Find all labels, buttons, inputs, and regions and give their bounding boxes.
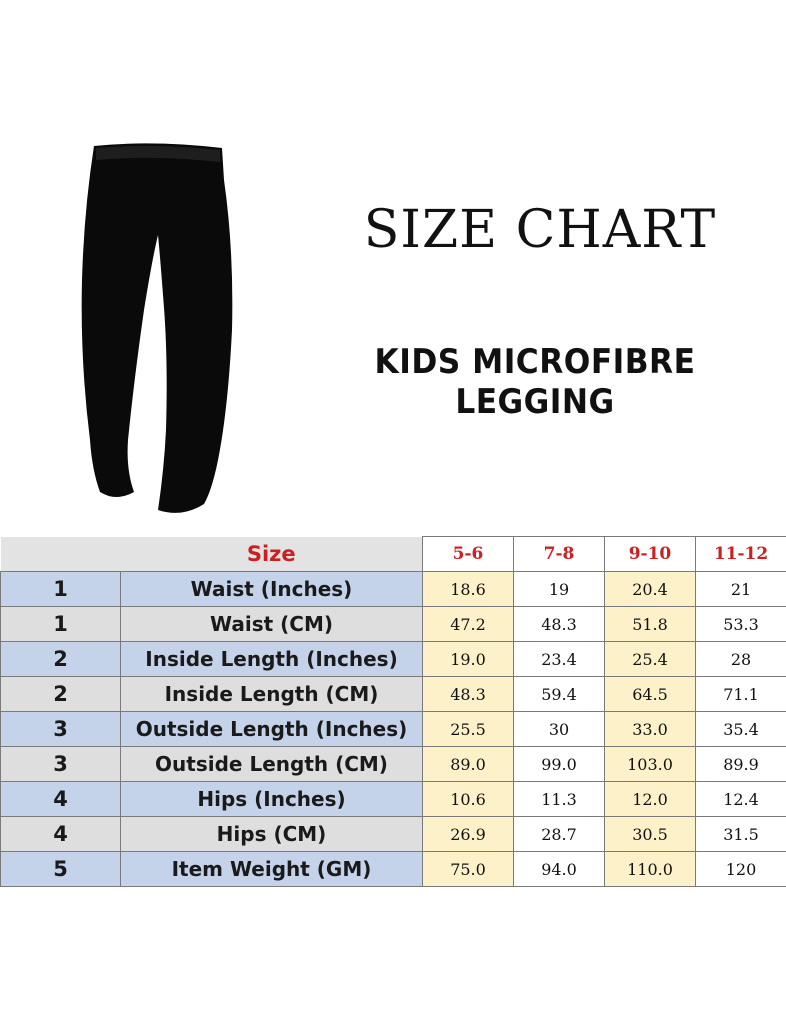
table-row: 1 Waist (CM) 47.2 48.3 51.8 53.3 bbox=[0, 606, 786, 642]
table-cell: 12.0 bbox=[604, 781, 696, 817]
row-label: Inside Length (Inches) bbox=[120, 641, 423, 677]
table-row: 3 Outside Length (Inches) 25.5 30 33.0 3… bbox=[0, 711, 786, 747]
table-cell: 26.9 bbox=[422, 816, 514, 852]
row-number: 4 bbox=[0, 816, 121, 852]
table-cell: 20.4 bbox=[604, 571, 696, 607]
table-cell: 64.5 bbox=[604, 676, 696, 712]
row-label: Hips (Inches) bbox=[120, 781, 423, 817]
table-cell: 19 bbox=[513, 571, 605, 607]
row-label: Waist (Inches) bbox=[120, 571, 423, 607]
table-row: 3 Outside Length (CM) 89.0 99.0 103.0 89… bbox=[0, 746, 786, 782]
row-label: Item Weight (GM) bbox=[120, 851, 423, 887]
table-cell: 59.4 bbox=[513, 676, 605, 712]
leggings-image bbox=[81, 143, 233, 513]
table-cell: 71.1 bbox=[695, 676, 786, 712]
table-cell: 12.4 bbox=[695, 781, 786, 817]
leggings-icon bbox=[81, 143, 233, 513]
size-header: Size bbox=[120, 536, 423, 572]
page-subtitle: KIDS MICROFIBRE LEGGING bbox=[374, 342, 696, 422]
row-number: 2 bbox=[0, 676, 121, 712]
table-row: 4 Hips (CM) 26.9 28.7 30.5 31.5 bbox=[0, 816, 786, 852]
table-cell: 28 bbox=[695, 641, 786, 677]
table-cell: 48.3 bbox=[513, 606, 605, 642]
row-number: 1 bbox=[0, 571, 121, 607]
table-header-row: Size 5-6 7-8 9-10 11-12 bbox=[0, 536, 786, 572]
table-row: 1 Waist (Inches) 18.6 19 20.4 21 bbox=[0, 571, 786, 607]
row-label: Waist (CM) bbox=[120, 606, 423, 642]
size-column-header: 7-8 bbox=[513, 536, 605, 572]
row-number: 2 bbox=[0, 641, 121, 677]
table-cell: 103.0 bbox=[604, 746, 696, 782]
table-cell: 19.0 bbox=[422, 641, 514, 677]
table-cell: 33.0 bbox=[604, 711, 696, 747]
table-cell: 89.9 bbox=[695, 746, 786, 782]
table-cell: 51.8 bbox=[604, 606, 696, 642]
table-row: 5 Item Weight (GM) 75.0 94.0 110.0 120 bbox=[0, 851, 786, 887]
table-cell: 31.5 bbox=[695, 816, 786, 852]
row-label: Outside Length (CM) bbox=[120, 746, 423, 782]
table-cell: 120 bbox=[695, 851, 786, 887]
table-cell: 53.3 bbox=[695, 606, 786, 642]
size-chart-table: Size 5-6 7-8 9-10 11-12 1 Waist (Inches)… bbox=[0, 536, 786, 887]
row-label: Outside Length (Inches) bbox=[120, 711, 423, 747]
table-cell: 99.0 bbox=[513, 746, 605, 782]
table-cell: 110.0 bbox=[604, 851, 696, 887]
table-cell: 47.2 bbox=[422, 606, 514, 642]
table-row: 4 Hips (Inches) 10.6 11.3 12.0 12.4 bbox=[0, 781, 786, 817]
size-column-header: 9-10 bbox=[604, 536, 696, 572]
row-number: 3 bbox=[0, 746, 121, 782]
table-cell: 23.4 bbox=[513, 641, 605, 677]
row-number: 4 bbox=[0, 781, 121, 817]
table-cell: 75.0 bbox=[422, 851, 514, 887]
size-column-header: 11-12 bbox=[695, 536, 786, 572]
table-row: 2 Inside Length (CM) 48.3 59.4 64.5 71.1 bbox=[0, 676, 786, 712]
table-row: 2 Inside Length (Inches) 19.0 23.4 25.4 … bbox=[0, 641, 786, 677]
row-label: Hips (CM) bbox=[120, 816, 423, 852]
table-cell: 25.5 bbox=[422, 711, 514, 747]
table-cell: 10.6 bbox=[422, 781, 514, 817]
table-cell: 30 bbox=[513, 711, 605, 747]
table-cell: 28.7 bbox=[513, 816, 605, 852]
table-cell: 21 bbox=[695, 571, 786, 607]
row-number: 1 bbox=[0, 606, 121, 642]
header-spacer bbox=[0, 536, 121, 572]
table-cell: 35.4 bbox=[695, 711, 786, 747]
table-cell: 48.3 bbox=[422, 676, 514, 712]
table-cell: 11.3 bbox=[513, 781, 605, 817]
row-label: Inside Length (CM) bbox=[120, 676, 423, 712]
size-column-header: 5-6 bbox=[422, 536, 514, 572]
table-cell: 94.0 bbox=[513, 851, 605, 887]
table-cell: 25.4 bbox=[604, 641, 696, 677]
table-cell: 30.5 bbox=[604, 816, 696, 852]
row-number: 5 bbox=[0, 851, 121, 887]
page-title: SIZE CHART bbox=[363, 200, 717, 260]
table-cell: 89.0 bbox=[422, 746, 514, 782]
table-cell: 18.6 bbox=[422, 571, 514, 607]
row-number: 3 bbox=[0, 711, 121, 747]
